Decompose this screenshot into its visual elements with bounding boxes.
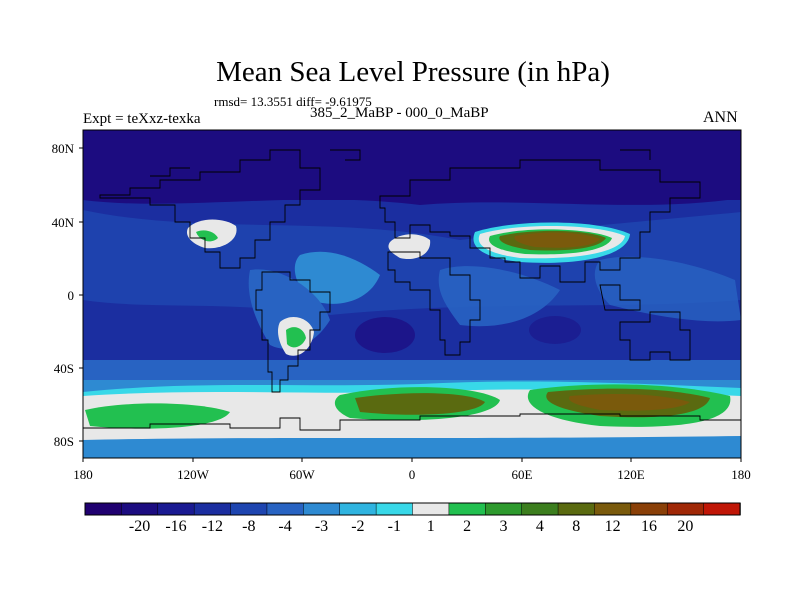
south-atlantic-low — [355, 317, 415, 353]
season-label: ANN — [703, 109, 738, 126]
west-pacific-patch — [594, 256, 741, 322]
comparison-label: 385_2_MaBP - 000_0_MaBP — [310, 105, 489, 121]
colorbar-label-10: 3 — [499, 518, 508, 535]
colorbar-swatch-12 — [521, 502, 559, 516]
north-polar-edge — [83, 190, 741, 205]
colorbar-swatch-15 — [630, 502, 668, 516]
colorbar-swatch-1 — [121, 502, 159, 516]
colorbar-label-13: 12 — [604, 518, 621, 535]
indian-patch — [438, 266, 560, 327]
north-america-high-core — [196, 230, 218, 242]
colorbar-label-9: 2 — [463, 518, 472, 535]
colorbar-swatch-0 — [84, 502, 123, 516]
tick-marks — [79, 147, 742, 462]
statistics-label: rmsd= 13.3551 diff= -9.61975 — [214, 94, 372, 109]
colorbar-label-11: 4 — [535, 518, 544, 535]
colorbar-label-2: -12 — [201, 518, 224, 535]
colorbar-label-1: -16 — [165, 518, 187, 535]
lon-tick-120w: 120W — [177, 467, 209, 482]
colorbar-swatch-11 — [485, 502, 523, 516]
lat-tick-0: 0 — [67, 288, 75, 303]
colorbar-label-12: 8 — [572, 518, 581, 535]
map-field — [83, 130, 741, 458]
colorbar-frame — [84, 502, 741, 516]
colorbar-label-8: 1 — [426, 518, 435, 535]
colorbar-swatch-10 — [448, 502, 487, 516]
colorbar-swatch-14 — [594, 502, 632, 516]
colorbar-swatch-3 — [193, 502, 232, 516]
colorbar-label-4: -4 — [278, 518, 292, 535]
colorbar-swatch-16 — [666, 502, 705, 516]
colorbar-label-14: 16 — [641, 518, 657, 535]
antarctic-high-atlantic-core — [355, 393, 485, 415]
colorbar-label-0: -20 — [128, 518, 151, 535]
antarctic-high-west — [85, 403, 230, 429]
lon-tick-0: 0 — [408, 467, 416, 482]
map-title: Mean Sea Level Pressure (in hPa) — [216, 56, 610, 88]
lat-tick-80s: 80S — [53, 434, 74, 449]
colorbar — [84, 502, 741, 516]
lon-tick-120e: 120E — [617, 467, 645, 482]
colorbar-swatch-9 — [412, 502, 450, 516]
colorbar-swatch-7 — [339, 502, 377, 516]
lat-tick-40s: 40S — [53, 361, 74, 376]
north-polar-low — [83, 130, 741, 200]
lon-tick-180w: 180 — [73, 467, 93, 482]
lon-tick-60w: 60W — [289, 467, 315, 482]
antarctic-coast-band — [83, 436, 741, 458]
lat-tick-40n: 40N — [51, 215, 74, 230]
colorbar-swatch-8 — [375, 502, 414, 516]
lon-tick-60e: 60E — [511, 467, 533, 482]
experiment-label: Expt = teXxz-texka — [83, 111, 201, 127]
atlantic-patch — [294, 251, 380, 304]
colorbar-swatch-4 — [230, 502, 268, 516]
colorbar-swatch-17 — [703, 502, 741, 516]
colorbar-label-3: -8 — [242, 518, 256, 535]
colorbar-label-15: 20 — [677, 518, 694, 535]
colorbar-swatch-6 — [303, 502, 341, 516]
colorbar-label-7: -1 — [387, 518, 401, 535]
south-america-high-core — [286, 327, 306, 348]
indian-ocean-low — [529, 316, 581, 344]
colorbar-label-6: -2 — [351, 518, 365, 535]
lon-tick-180e: 180 — [731, 467, 751, 482]
colorbar-swatch-13 — [557, 502, 596, 516]
colorbar-swatch-2 — [157, 502, 195, 516]
colorbar-swatch-5 — [266, 502, 305, 516]
asia-high-brown — [514, 232, 600, 248]
colorbar-label-5: -3 — [314, 518, 329, 535]
antarctic-high-east-center — [569, 394, 690, 411]
lat-tick-80n: 80N — [51, 141, 74, 156]
coastlines — [83, 149, 741, 431]
